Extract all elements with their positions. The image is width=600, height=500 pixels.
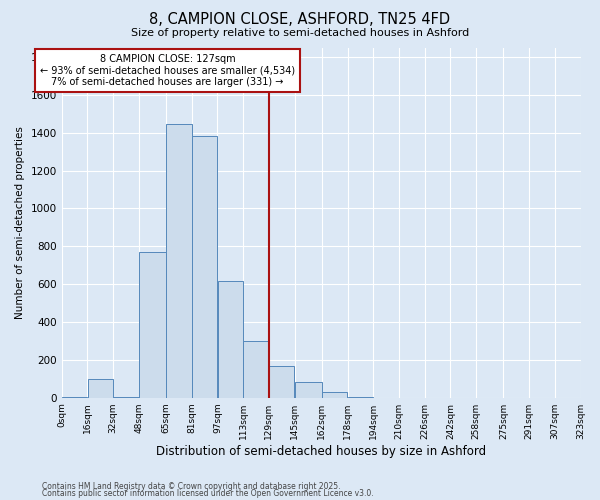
Bar	[295, 382, 322, 398]
Bar	[322, 392, 347, 398]
Bar	[244, 341, 269, 398]
Text: 8, CAMPION CLOSE, ASHFORD, TN25 4FD: 8, CAMPION CLOSE, ASHFORD, TN25 4FD	[149, 12, 451, 28]
Bar	[348, 397, 373, 398]
Text: Contains public sector information licensed under the Open Government Licence v3: Contains public sector information licen…	[42, 489, 374, 498]
Bar	[62, 397, 87, 398]
Bar	[269, 366, 295, 398]
X-axis label: Distribution of semi-detached houses by size in Ashford: Distribution of semi-detached houses by …	[156, 444, 486, 458]
Bar	[218, 282, 243, 398]
Text: Size of property relative to semi-detached houses in Ashford: Size of property relative to semi-detach…	[131, 28, 469, 38]
Bar	[192, 136, 217, 398]
Text: 8 CAMPION CLOSE: 127sqm
← 93% of semi-detached houses are smaller (4,534)
7% of : 8 CAMPION CLOSE: 127sqm ← 93% of semi-de…	[40, 54, 295, 87]
Text: Contains HM Land Registry data © Crown copyright and database right 2025.: Contains HM Land Registry data © Crown c…	[42, 482, 341, 491]
Bar	[139, 252, 166, 398]
Y-axis label: Number of semi-detached properties: Number of semi-detached properties	[15, 126, 25, 319]
Bar	[166, 124, 191, 398]
Bar	[88, 379, 113, 398]
Bar	[113, 397, 139, 398]
